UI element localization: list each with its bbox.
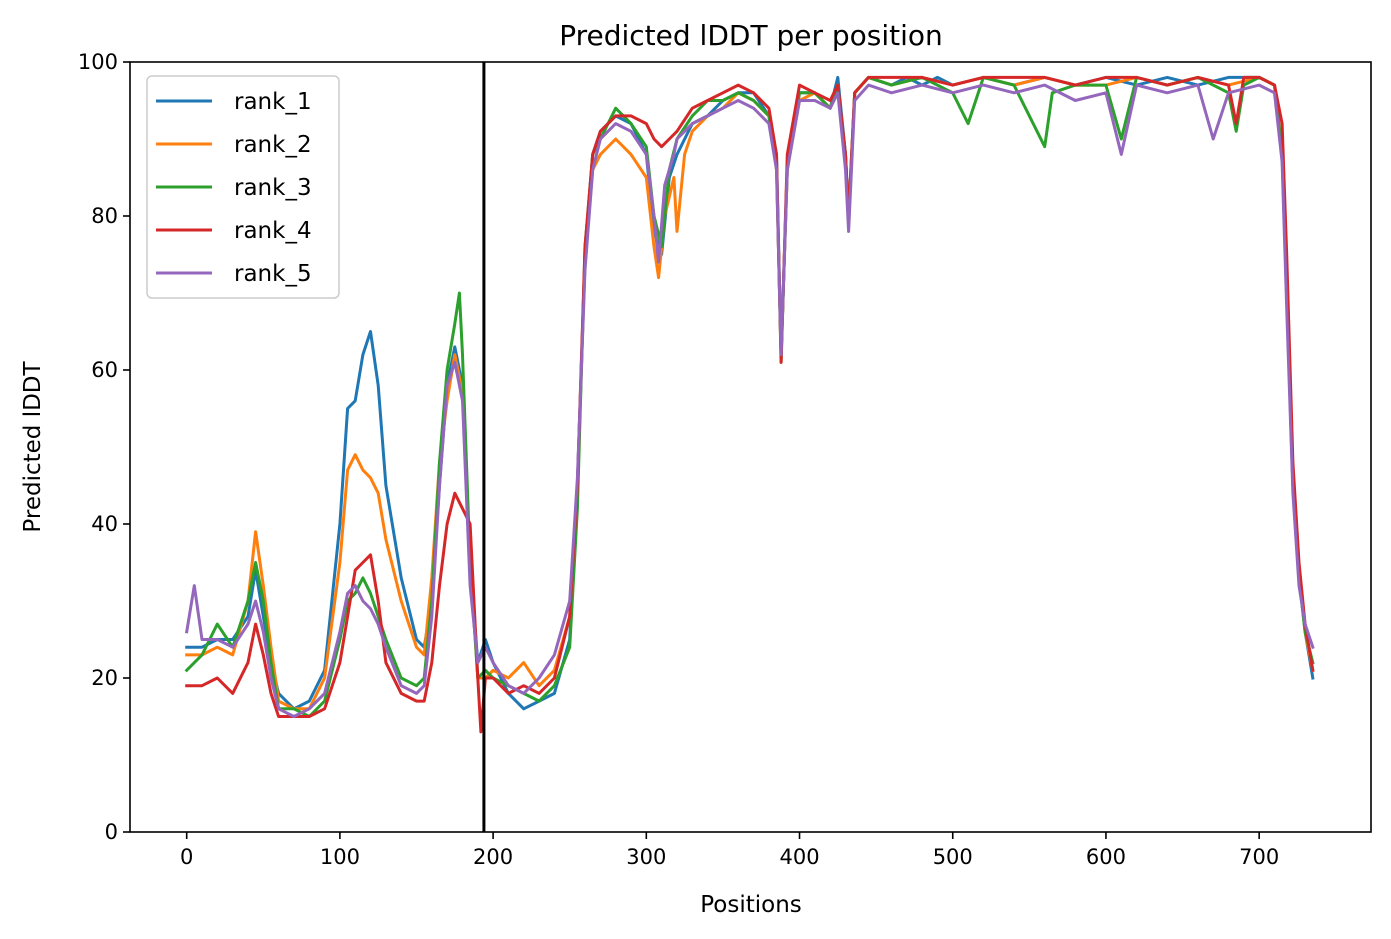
x-tick-label: 500 <box>933 845 973 869</box>
legend-label-rank_3: rank_3 <box>234 175 312 201</box>
y-axis-label: Predicted lDDT <box>20 360 46 532</box>
series-line-rank_5 <box>184 83 1315 718</box>
chart-title: Predicted lDDT per position <box>559 19 943 52</box>
legend-box <box>146 75 340 299</box>
y-tick-label: 100 <box>78 50 118 74</box>
x-tick-label: 0 <box>180 845 193 869</box>
legend: rank_1 rank_2 rank_3 rank_4 rank_5 <box>146 75 340 299</box>
x-tick-label: 700 <box>1239 845 1279 869</box>
y-tick-label: 80 <box>91 204 118 228</box>
axes-frame <box>129 61 1372 833</box>
x-tick-label: 100 <box>320 845 360 869</box>
x-tick-label: 300 <box>626 845 666 869</box>
legend-label-rank_2: rank_2 <box>234 132 312 158</box>
series-line-rank_1 <box>185 75 1315 711</box>
y-tick-label: 40 <box>91 512 118 536</box>
legend-label-rank_1: rank_1 <box>234 89 312 115</box>
x-tick-label: 200 <box>473 845 513 869</box>
legend-label-rank_5: rank_5 <box>234 261 312 287</box>
y-tick-label: 0 <box>105 820 118 844</box>
series-line-rank_4 <box>185 75 1315 734</box>
plot-area: 0 100 200 300 400 500 600 700 0 20 40 60 80 100 rank_1… <box>78 50 1372 869</box>
y-tick-label: 60 <box>91 358 118 382</box>
legend-label-rank_4: rank_4 <box>234 218 312 244</box>
x-tick-label: 400 <box>779 845 819 869</box>
x-axis-label: Positions <box>700 892 802 918</box>
series-group <box>184 75 1315 734</box>
y-tick-label: 20 <box>91 666 118 690</box>
x-tick-label: 600 <box>1086 845 1126 869</box>
series-line-rank_3 <box>184 75 1315 718</box>
